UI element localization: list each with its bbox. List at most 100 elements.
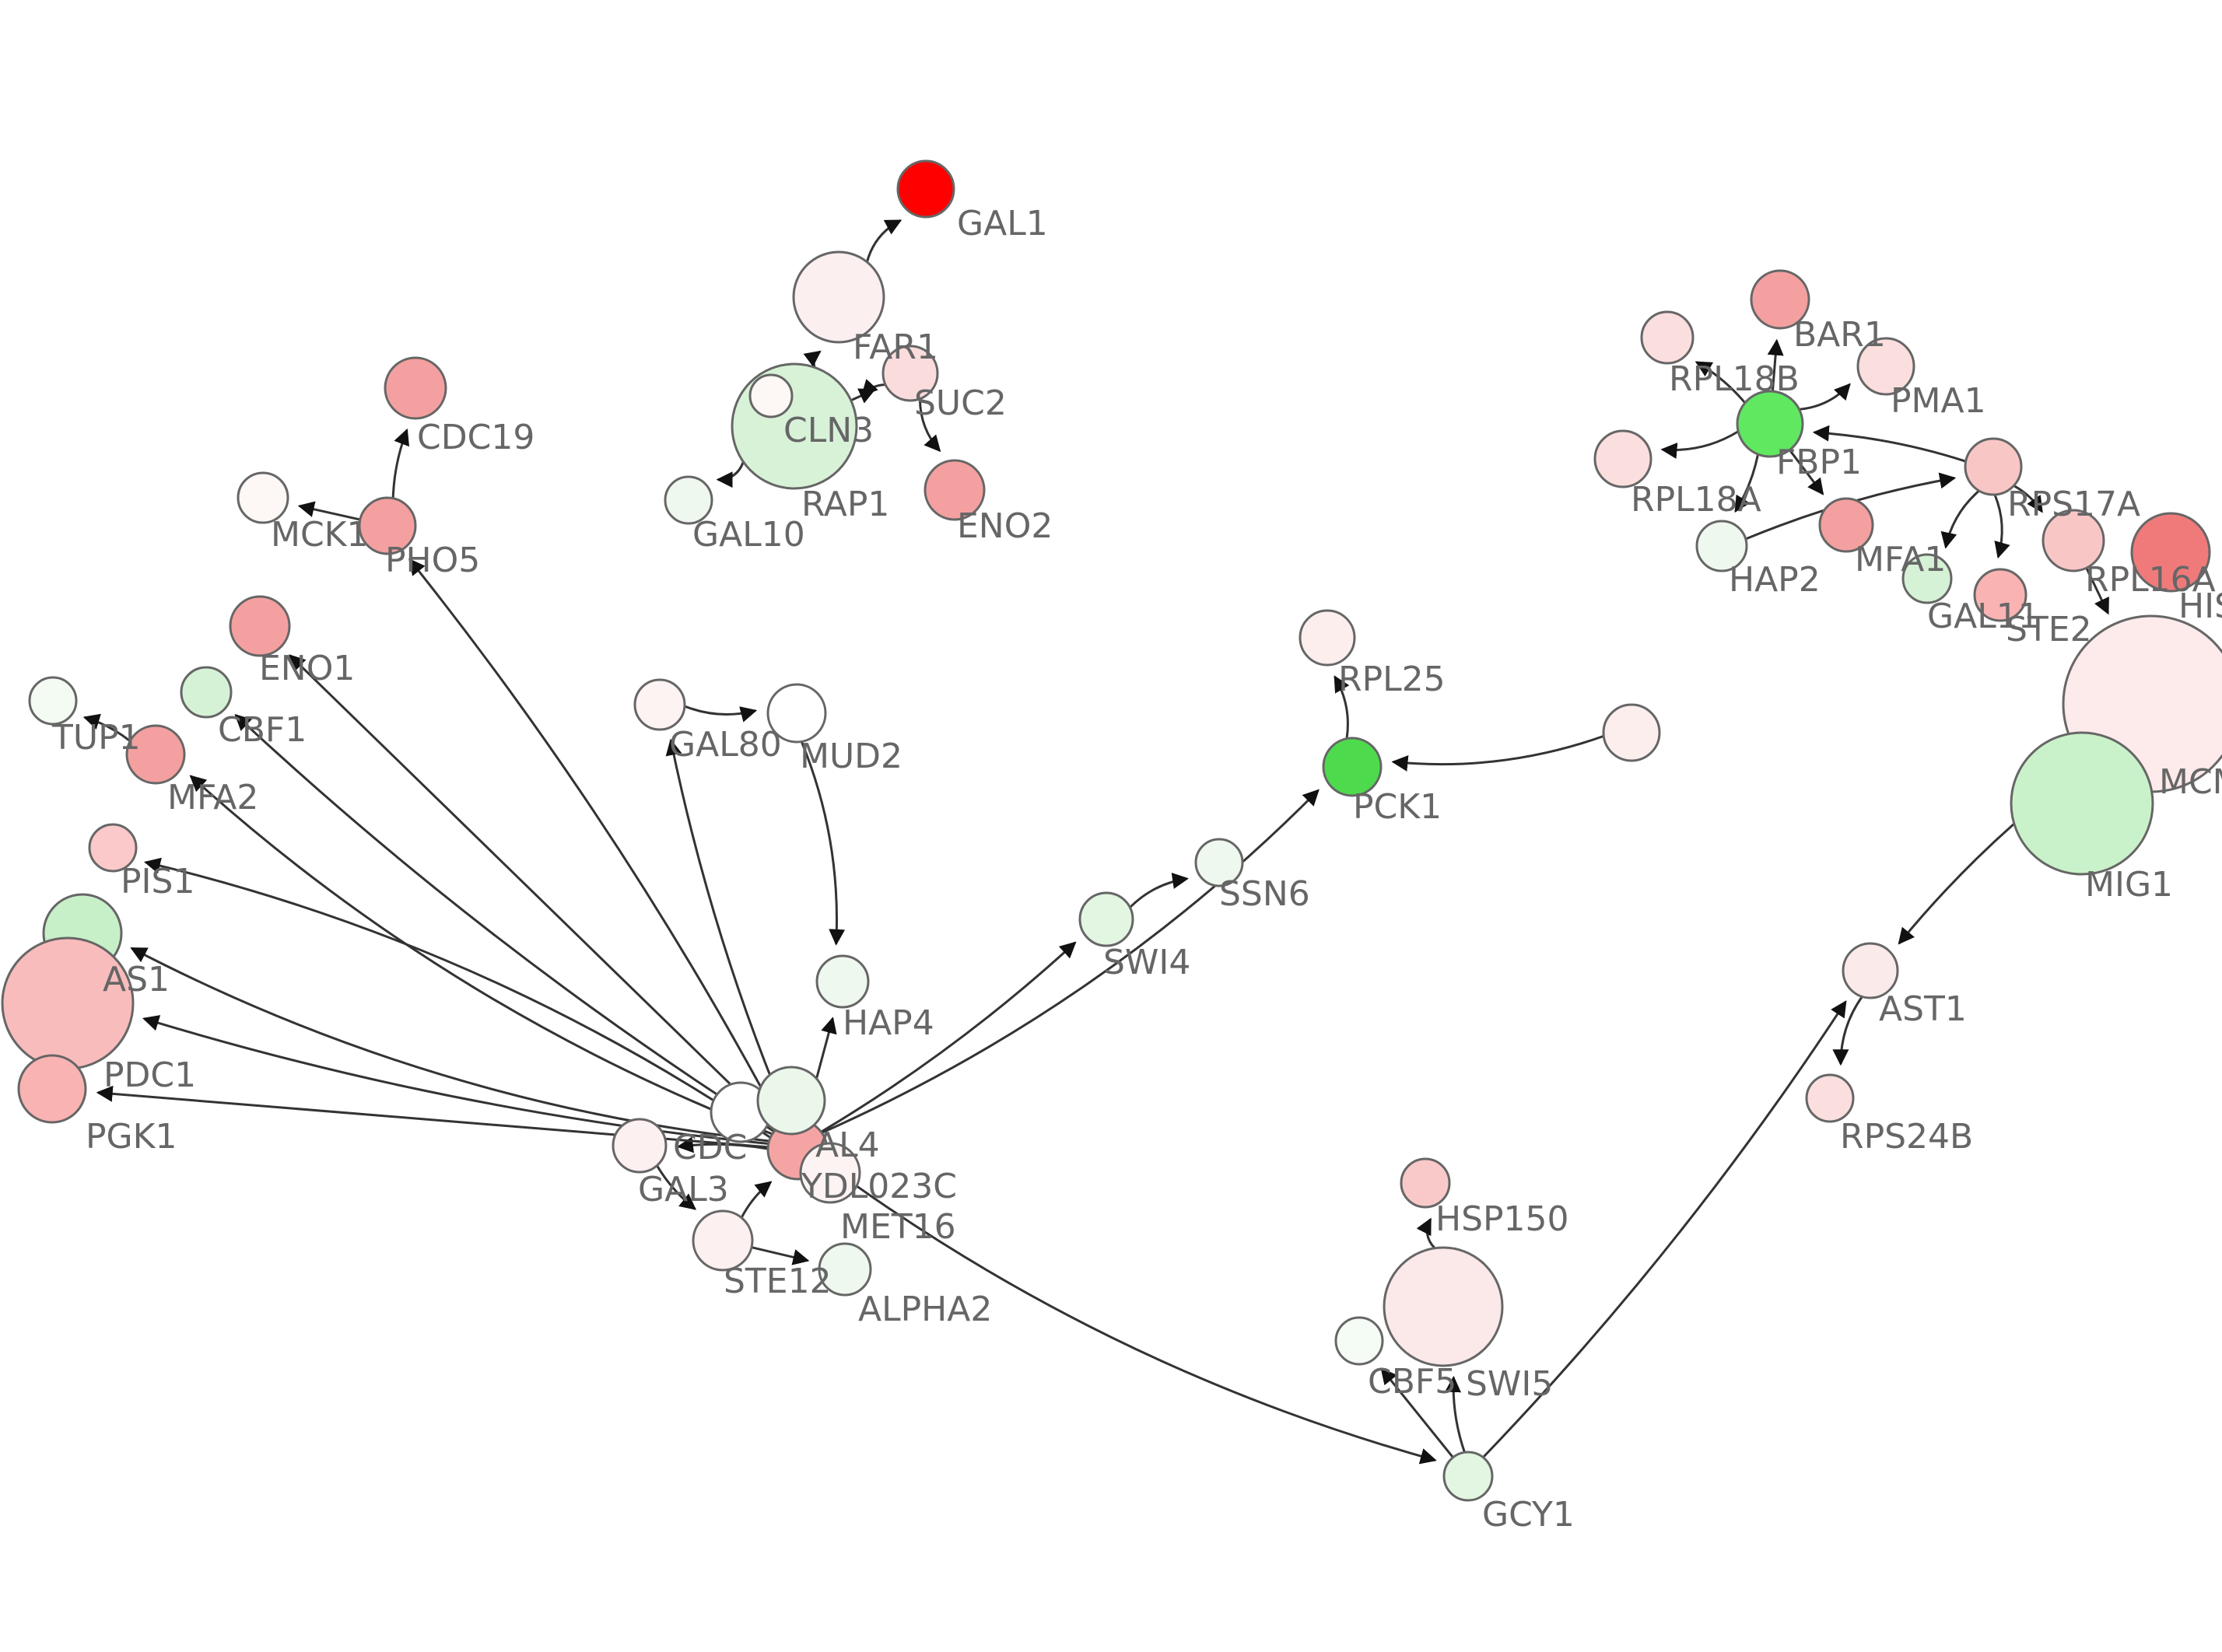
graph-node-gal80[interactable]	[633, 678, 686, 731]
graph-node-eno1[interactable]	[229, 595, 291, 657]
graph-node-pis1[interactable]	[88, 823, 138, 873]
graph-node-cln3_inner[interactable]	[748, 373, 794, 418]
graph-node-pck1[interactable]	[1322, 737, 1383, 797]
graph-node-pgk1[interactable]	[17, 1054, 87, 1124]
graph-node-pho5[interactable]	[358, 496, 417, 555]
graph-node-fbp1[interactable]	[1736, 390, 1804, 458]
graph-node-pma1[interactable]	[1856, 337, 1915, 396]
graph-node-ast1[interactable]	[1842, 942, 1899, 999]
graph-node-hap4[interactable]	[815, 954, 870, 1009]
graph-edge	[82, 713, 131, 743]
node-label-pgk1: PGK1	[86, 1117, 177, 1157]
graph-node-rps17a[interactable]	[1964, 437, 2023, 496]
graph-edge	[665, 738, 790, 1122]
graph-node-hsp150[interactable]	[1400, 1157, 1451, 1209]
graph-node-ste12[interactable]	[692, 1209, 754, 1272]
edge-layer	[82, 219, 2109, 1465]
graph-edge	[865, 219, 902, 263]
graph-node-rpl18b[interactable]	[1640, 310, 1695, 365]
graph-edge	[1445, 1375, 1466, 1453]
graph-edge	[1380, 1367, 1454, 1458]
graph-node-swi4[interactable]	[1078, 891, 1134, 947]
graph-edge	[1416, 1217, 1436, 1249]
graph-node-ast1_feed[interactable]	[1602, 703, 1661, 762]
graph-node-gal10[interactable]	[664, 475, 713, 525]
node-label-eno2: ENO2	[957, 506, 1053, 546]
graph-edge	[1391, 734, 1604, 772]
graph-node-mfa2[interactable]	[125, 724, 186, 785]
graph-node-cbf1[interactable]	[180, 666, 233, 719]
graph-node-rpl18a[interactable]	[1593, 429, 1652, 488]
graph-node-gal1[interactable]	[896, 159, 955, 219]
graph-edge	[1482, 1000, 1847, 1458]
graph-node-ste2[interactable]	[1973, 568, 2027, 622]
node-label-alpha2: ALPHA2	[858, 1290, 992, 1329]
graph-node-pdc1[interactable]	[1, 936, 135, 1070]
graph-node-rpl25[interactable]	[1299, 609, 1356, 667]
graph-node-swi5[interactable]	[1383, 1246, 1504, 1367]
node-label-cdc: CDC	[673, 1128, 747, 1167]
node-label-ssn6: SSN6	[1219, 874, 1310, 914]
node-label-mck1: MCK1	[271, 515, 369, 555]
graph-node-far1[interactable]	[792, 250, 885, 344]
graph-edge	[800, 740, 846, 946]
graph-node-eno2[interactable]	[923, 459, 986, 521]
graph-node-mud2[interactable]	[766, 683, 827, 744]
graph-edge	[1812, 425, 1967, 463]
graph-edge	[820, 941, 1077, 1133]
graph-edge	[1660, 430, 1739, 459]
graph-node-mfa1[interactable]	[1818, 497, 1874, 553]
node-label-hap4: HAP4	[843, 1003, 934, 1043]
graph-node-cbf5[interactable]	[1334, 1316, 1384, 1366]
node-label-gal10: GAL10	[692, 515, 805, 555]
graph-node-his4[interactable]	[2130, 512, 2211, 593]
graph-node-ssn6[interactable]	[1194, 838, 1244, 887]
node-label-rps17a: RPS17A	[2007, 485, 2140, 524]
node-label-ste12: STE12	[724, 1262, 832, 1301]
graph-edge	[2013, 485, 2043, 513]
graph-node-cdc19[interactable]	[384, 356, 447, 420]
node-label-gcy1: GCY1	[1482, 1495, 1575, 1535]
graph-node-mck1[interactable]	[237, 471, 289, 524]
graph-node-gcy1[interactable]	[1442, 1451, 1494, 1502]
graph-node-alpha2[interactable]	[818, 1242, 872, 1297]
graph-edge	[130, 947, 769, 1143]
node-label-mfa2: MFA2	[167, 778, 258, 817]
graph-node-tup1[interactable]	[28, 676, 78, 726]
graph-node-mig1[interactable]	[2010, 731, 2154, 876]
graph-edge	[803, 350, 822, 368]
node-label-as1: AS1	[103, 960, 170, 999]
graph-node-ydl023c[interactable]	[799, 1142, 861, 1204]
node-label-rps24b: RPS24B	[1840, 1117, 1973, 1157]
node-label-ast1: AST1	[1879, 989, 1967, 1029]
node-layer	[1, 159, 2222, 1502]
graph-edge	[823, 1161, 1437, 1465]
node-label-ste2: STE2	[2006, 610, 2092, 649]
node-label-rpl16a: RPL16A	[2085, 560, 2216, 600]
graph-node-suc2[interactable]	[881, 345, 939, 402]
node-label-rap1: RAP1	[801, 485, 889, 524]
graph-edge	[96, 1085, 769, 1149]
graph-edge	[144, 857, 772, 1139]
graph-node-hap2[interactable]	[1695, 520, 1748, 572]
graph-node-gal4_upper[interactable]	[756, 1066, 826, 1136]
node-label-met16: MET16	[840, 1207, 956, 1247]
graph-node-bar1[interactable]	[1750, 269, 1810, 330]
node-label-rpl18a: RPL18A	[1631, 480, 1761, 520]
graph-edge	[1129, 873, 1189, 908]
graph-node-rps24b[interactable]	[1805, 1073, 1855, 1123]
graph-edge	[408, 558, 783, 1125]
graph-node-gal3[interactable]	[612, 1118, 668, 1174]
node-label-cbf1: CBF1	[218, 710, 307, 750]
graph-edge	[751, 1246, 810, 1265]
graph-edge	[1695, 361, 1747, 404]
graph-edge	[1832, 996, 1863, 1066]
graph-node-gal11[interactable]	[1901, 553, 1953, 604]
node-label-eno1: ENO1	[259, 649, 355, 688]
graph-edge	[1940, 489, 1980, 549]
graph-node-rpl16a[interactable]	[2042, 509, 2105, 572]
node-label-gal3: GAL3	[638, 1170, 729, 1209]
graph-edge	[142, 1015, 769, 1146]
